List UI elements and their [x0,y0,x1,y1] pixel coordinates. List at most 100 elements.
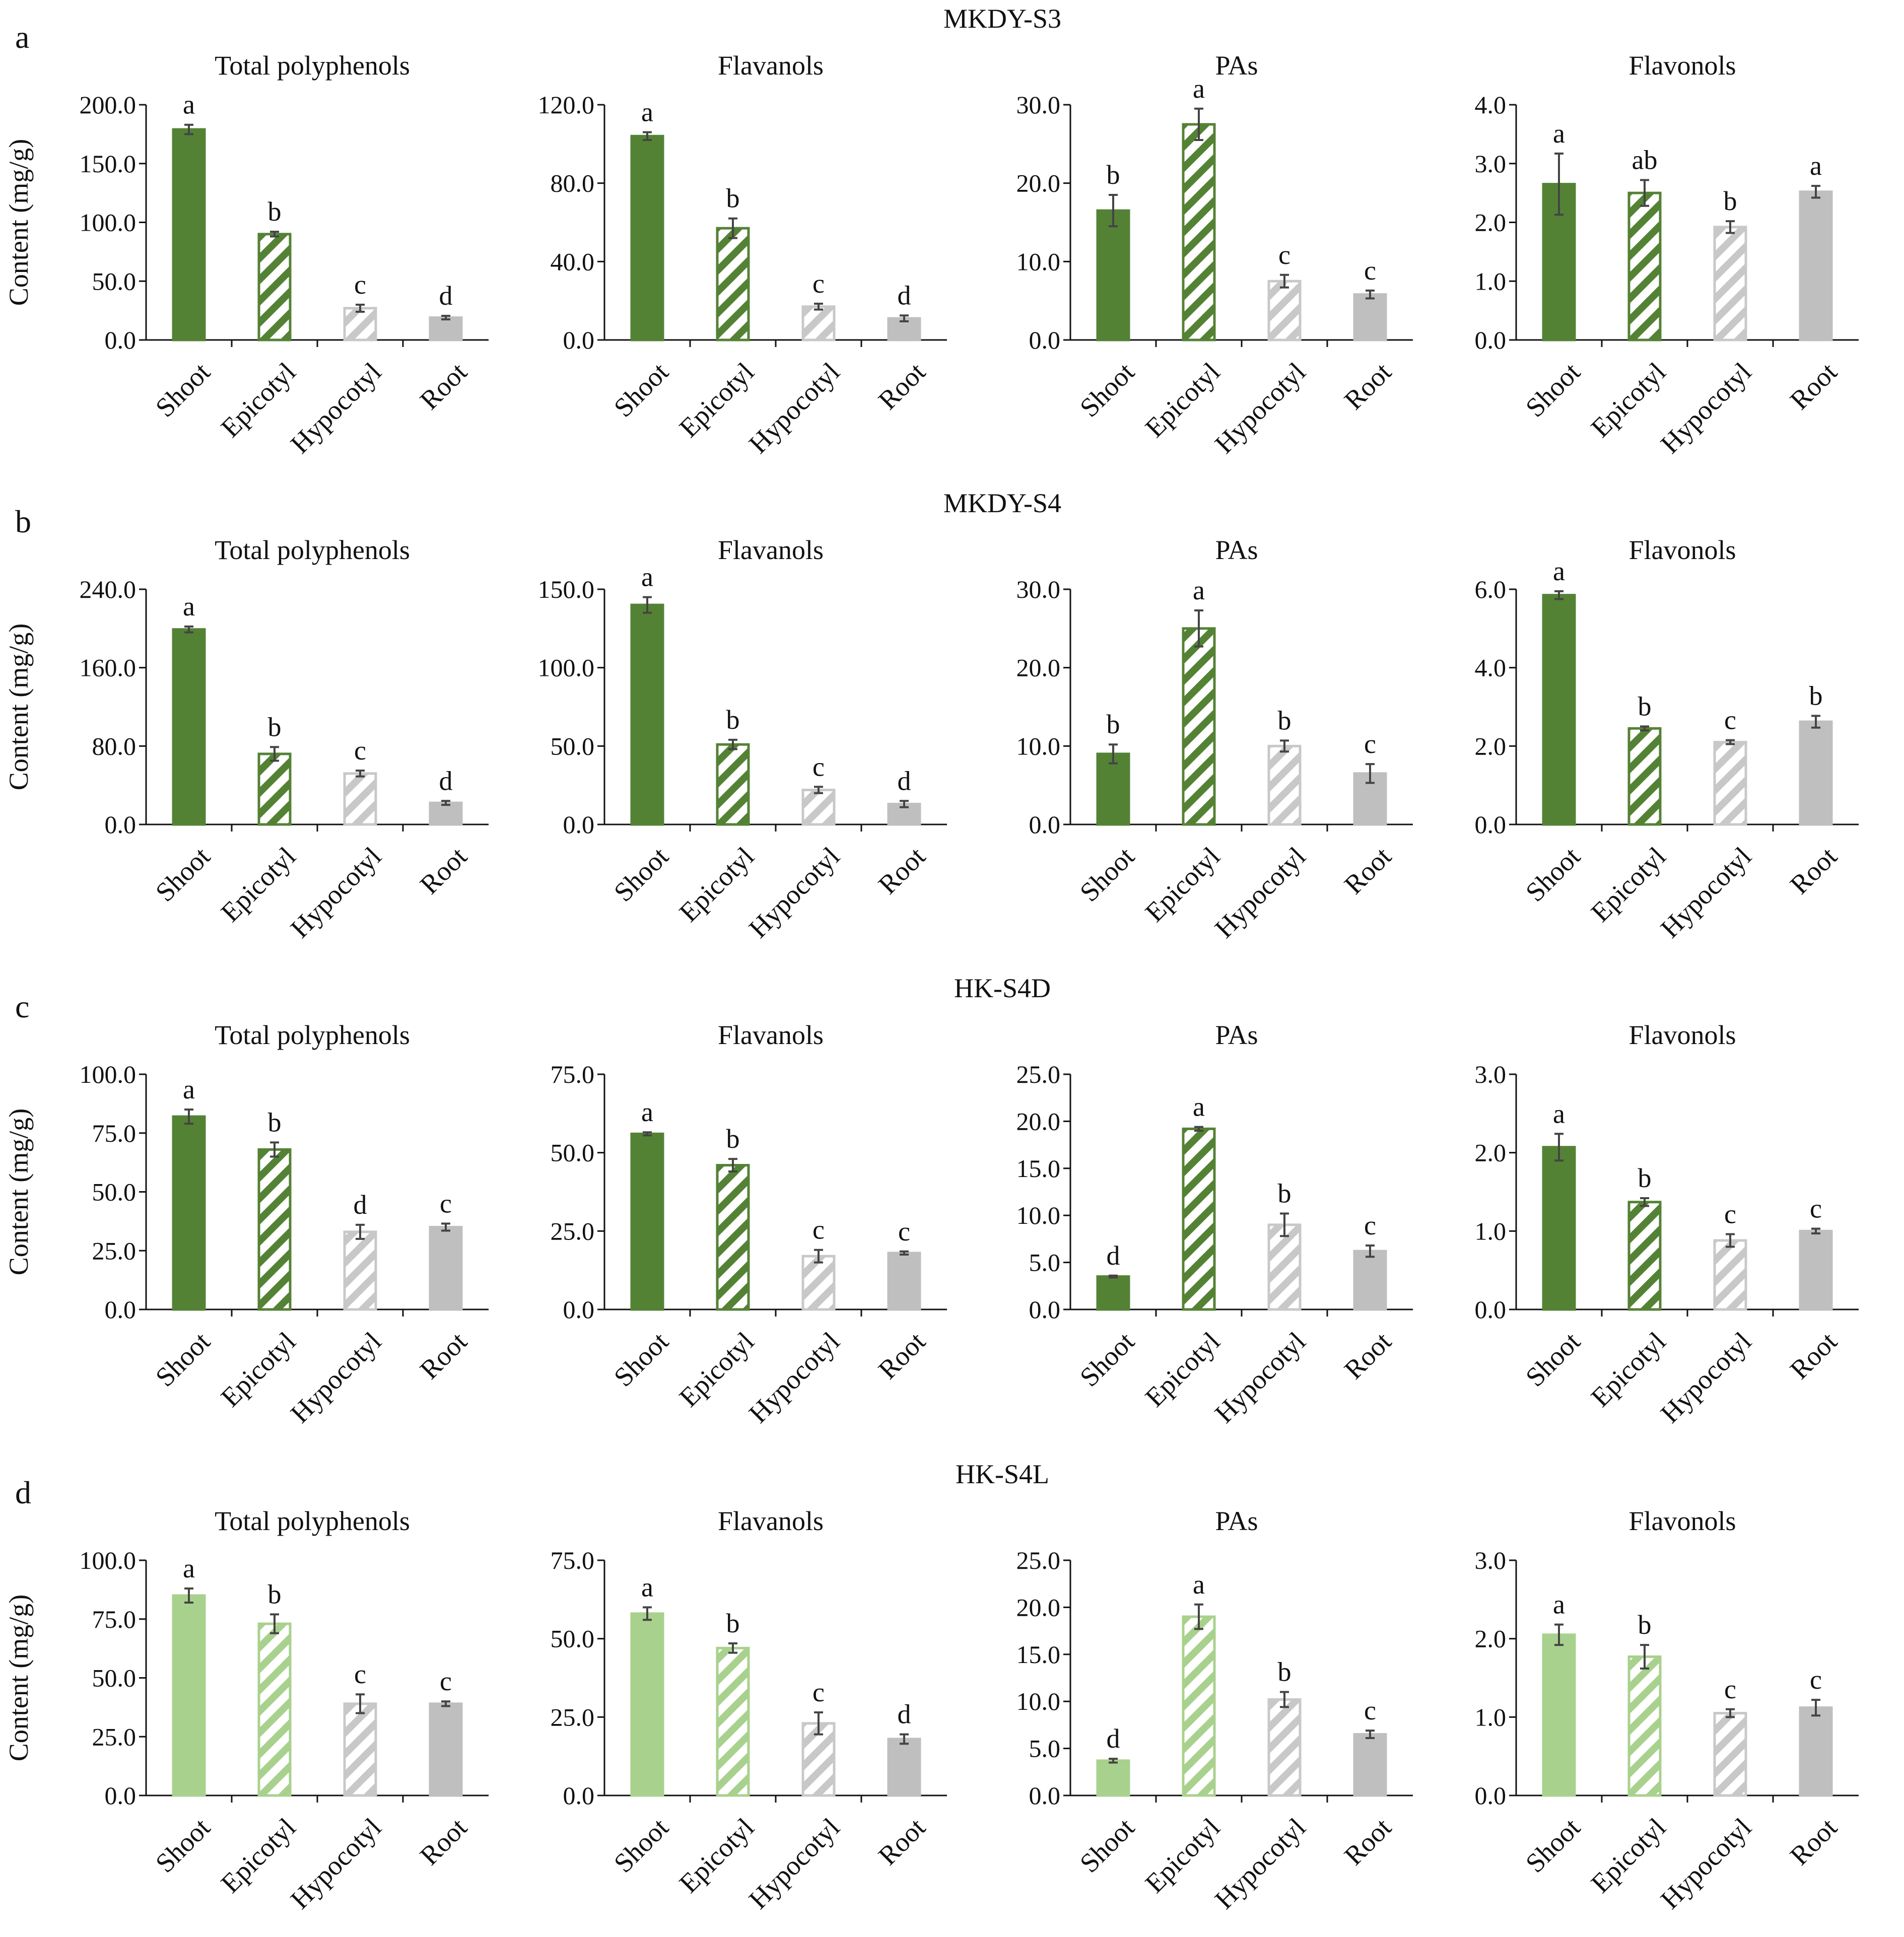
bar-shoot [630,603,664,826]
error-bar [728,738,737,750]
bar-root [1799,1229,1833,1311]
chart-b-4: Flavonols 0.0 2.0 4.0 6.0 a Shoot b Epicotyl c Hyp… [1475,535,1859,944]
y-tick-label: 5.0 [1029,1249,1061,1277]
y-tick-label: 50.0 [551,732,595,760]
category-label: Shoot [1520,1812,1586,1879]
significance-label: c [354,735,366,766]
category-label: Hypocotyl [1209,357,1312,459]
error-bar [814,1249,823,1264]
chart-title: Flavonols [1628,1506,1736,1536]
bar-hypocotyl [801,305,836,341]
bar-hypocotyl [1267,280,1302,341]
bar-shoot [1542,1633,1576,1797]
bar-root [429,801,463,826]
panel-letter: d [15,1475,31,1510]
significance-label: c [812,751,825,782]
y-tick-label: 150.0 [80,150,137,178]
significance-label: b [726,1608,740,1638]
chart-title: Flavonols [1628,50,1736,81]
bar-root [1799,190,1833,341]
panel-title: MKDY-S3 [943,4,1061,34]
error-bar [1109,194,1118,228]
y-tick-label: 10.0 [1016,1201,1061,1229]
significance-label: a [1553,1098,1565,1129]
y-tick-label: 50.0 [551,1625,595,1653]
category-label: Root [414,357,473,416]
bar-hypocotyl [801,789,836,826]
y-tick-label: 0.0 [1475,1295,1507,1324]
category-label: Shoot [1520,841,1586,908]
error-bar [1366,289,1375,300]
significance-label: a [1553,118,1565,149]
bar-root [1799,720,1833,826]
category-label: Epicotyl [673,841,760,928]
y-tick-label: 100.0 [80,1546,137,1574]
y-tick-label: 0.0 [563,810,595,839]
y-tick-label: 40.0 [551,247,595,275]
bar-epicotyl [716,227,750,341]
y-tick-label: 1.0 [1475,1217,1507,1245]
category-label: Shoot [150,1812,216,1879]
error-bar [1194,107,1203,142]
error-bar [1640,1197,1649,1207]
y-tick-label: 6.0 [1475,575,1507,603]
panel-d: d HK-S4L Content (mg/g) Total polyphenols 0.… [4,1459,1859,1915]
error-bar [728,1158,737,1173]
category-label: Root [872,1326,931,1385]
significance-label: c [1724,1674,1736,1704]
category-label: Shoot [608,1326,674,1393]
bar-epicotyl [257,233,292,341]
bar-hypocotyl [1267,1698,1302,1797]
error-bar [441,1222,450,1232]
error-bar [900,1250,909,1256]
error-bar [356,1223,365,1240]
significance-label: d [439,766,453,796]
y-tick-label: 25.0 [92,1236,137,1265]
y-tick-label: 15.0 [1016,1640,1061,1669]
bar-shoot [630,1612,664,1797]
category-label: Shoot [608,1812,674,1879]
error-bar [814,1711,823,1736]
error-bar [1366,1730,1375,1740]
bar-epicotyl [1627,191,1662,341]
chart-d-2: Flavanols 0.0 25.0 50.0 75.0 a Shoot b Epicotyl c… [551,1506,947,1915]
error-bar [900,800,909,808]
bar-epicotyl [716,1164,750,1311]
significance-label: b [1809,680,1823,711]
category-label: Shoot [1520,1326,1586,1393]
bar-hypocotyl [801,1255,836,1311]
bar-shoot [172,1115,206,1311]
category-label: Shoot [1520,357,1586,423]
bar-epicotyl [257,752,292,826]
y-tick-label: 20.0 [1016,1593,1061,1621]
panel-title: MKDY-S4 [943,488,1061,518]
y-tick-label: 2.0 [1475,732,1507,760]
error-bar [1726,1233,1735,1248]
y-tick-label: 2.0 [1475,209,1507,237]
bar-root [429,1226,463,1311]
bar-epicotyl [1627,727,1662,826]
panel-letter: c [15,989,29,1024]
error-bar [643,1606,652,1621]
significance-label: b [1638,691,1652,721]
significance-label: c [1724,1199,1736,1229]
bar-root [887,1738,921,1797]
significance-label: b [726,183,740,214]
significance-label: c [1810,1665,1822,1695]
significance-label: b [1638,1163,1652,1193]
error-bar [1811,715,1820,729]
error-bar [728,217,737,239]
bar-hypocotyl [1713,226,1747,341]
error-bar [1554,1133,1563,1162]
bar-hypocotyl [1267,1223,1302,1311]
significance-label: a [1193,1569,1205,1600]
y-tick-label: 4.0 [1475,91,1507,119]
significance-label: b [1278,1178,1291,1208]
category-label: Root [1784,841,1843,900]
category-label: Epicotyl [215,1812,302,1899]
significance-label: a [183,591,195,621]
bar-hypocotyl [1713,1239,1747,1311]
significance-label: a [641,562,653,592]
y-tick-label: 1.0 [1475,267,1507,295]
